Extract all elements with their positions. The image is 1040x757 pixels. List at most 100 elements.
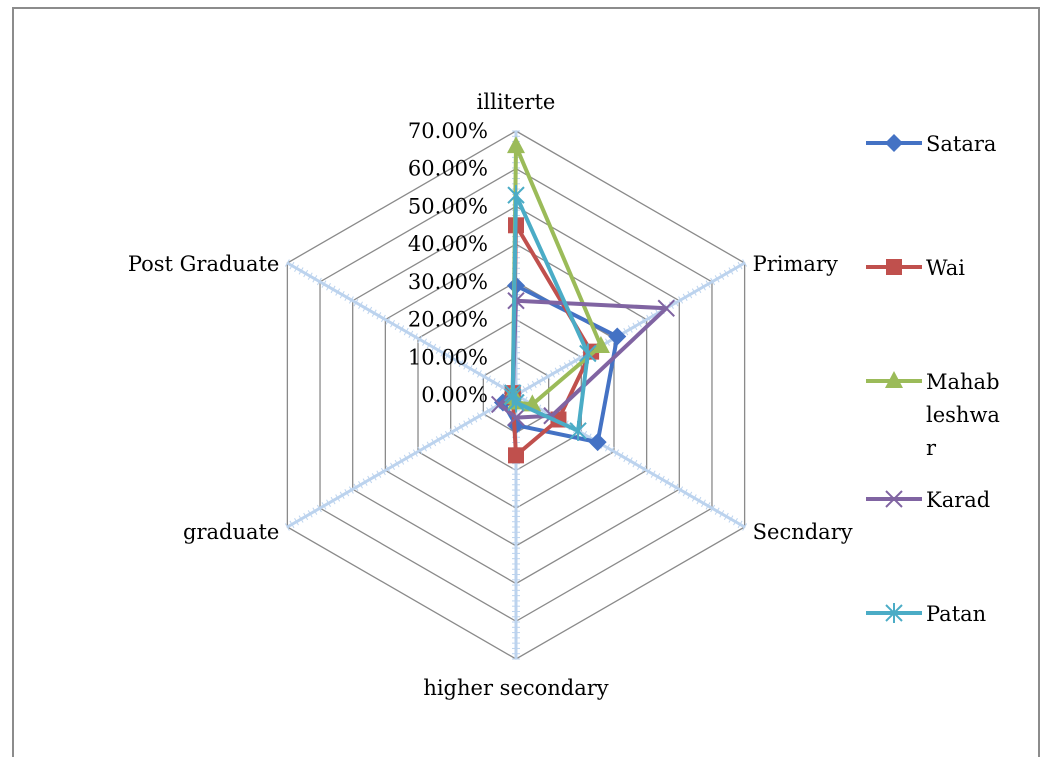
axis-tick	[605, 444, 610, 452]
axis-tick	[422, 444, 427, 452]
axis-tick	[632, 459, 638, 468]
axis-tick	[303, 512, 309, 521]
axis-tick	[550, 370, 556, 378]
axis-tick	[490, 378, 496, 386]
axis-tick	[390, 462, 395, 470]
axis-tick	[440, 349, 446, 357]
axis-tick	[696, 496, 702, 505]
axis-tick	[669, 301, 674, 309]
axis-tick	[463, 420, 469, 428]
axis-tick	[303, 269, 309, 278]
axis-tick	[705, 502, 711, 510]
axis-tick	[673, 483, 679, 492]
axis-tick	[358, 301, 363, 309]
legend-label: leshwa	[926, 403, 1000, 427]
axis-tick	[467, 364, 473, 373]
axis-tick	[371, 473, 377, 481]
axis-tick	[742, 523, 748, 531]
category-labels: illiterte Primary Secndary higher secondary…	[128, 90, 853, 700]
axis-tick	[481, 372, 487, 381]
axis-tick	[422, 338, 427, 346]
axis-tick	[472, 367, 478, 375]
axis-tick	[298, 267, 304, 275]
axis-tick	[348, 296, 354, 304]
axis-tick	[367, 475, 373, 484]
axis-tick	[664, 478, 670, 486]
axis-tick	[371, 309, 377, 317]
axis-tick	[335, 288, 341, 296]
data-point	[507, 136, 525, 154]
legend-item: Mahab leshwa r	[866, 370, 1000, 460]
axis-tick	[426, 441, 432, 449]
axis-tick	[719, 272, 725, 280]
tick-label: 70.00%	[408, 119, 488, 143]
axis-tick	[733, 264, 738, 272]
axis-tick	[701, 283, 706, 291]
legend-item: Satara	[866, 132, 996, 156]
legend-label: Mahab	[926, 370, 1000, 394]
axis-tick	[559, 364, 565, 373]
axis-tick	[399, 325, 405, 333]
axis-tick	[449, 428, 455, 436]
axis-tick	[417, 335, 423, 344]
axis-tick	[335, 494, 341, 502]
data-point	[591, 335, 610, 353]
axis-tick	[472, 415, 478, 423]
chart-frame	[12, 7, 1040, 757]
axis-tick	[678, 296, 684, 304]
axis-tick	[284, 523, 290, 531]
axis-tick	[710, 277, 716, 286]
data-point	[569, 420, 587, 441]
axis-tick	[499, 383, 505, 391]
axis-tick	[431, 343, 437, 352]
axis-tick	[701, 499, 706, 507]
axis-tick	[605, 338, 610, 346]
axis-tick	[412, 449, 418, 457]
axis-tick	[362, 478, 368, 486]
axis-tick	[312, 275, 318, 283]
axis-tick	[609, 446, 615, 455]
data-point	[504, 383, 522, 404]
axis-tick	[284, 259, 290, 267]
axis-tick	[627, 325, 633, 333]
axis-tick	[458, 359, 464, 368]
tick-label: 40.00%	[408, 232, 488, 256]
axis-tick	[417, 446, 423, 455]
axis-tick	[321, 502, 327, 510]
series-patan	[504, 185, 597, 441]
axis-tick	[326, 499, 331, 507]
axis-tick	[362, 304, 368, 312]
legend-marker	[885, 134, 903, 152]
axis-tick	[467, 417, 473, 426]
tick-label: 0.00%	[421, 383, 488, 407]
data-point	[507, 185, 525, 206]
legend-label: Patan	[926, 602, 986, 626]
axis-tick	[659, 475, 665, 484]
axis-tick	[431, 438, 437, 447]
category-label: Post Graduate	[128, 252, 280, 276]
axis-tick	[641, 317, 647, 325]
data-point	[508, 447, 524, 464]
axis-tick	[344, 293, 350, 302]
axis-tick	[568, 359, 574, 368]
axis-tick	[536, 378, 542, 386]
axis-tick	[316, 504, 322, 513]
axis-tick	[454, 356, 459, 365]
axis-tick	[714, 275, 720, 283]
axis-tick	[687, 491, 693, 500]
axis-tick	[682, 293, 688, 302]
axis-tick	[289, 520, 295, 529]
axis-tick	[637, 320, 642, 328]
legend-marker	[885, 603, 903, 623]
category-label: Secndary	[753, 520, 853, 544]
axis-tick	[394, 459, 400, 468]
axis-tick	[541, 375, 546, 383]
axis-tick	[623, 327, 629, 336]
axis-tick	[326, 283, 331, 291]
axis-tick	[723, 269, 729, 278]
legend-label: Wai	[926, 256, 965, 280]
axis-tick	[408, 330, 414, 338]
axis-tick	[339, 290, 345, 299]
axis-tick	[344, 488, 350, 497]
axis-tick	[312, 507, 318, 515]
